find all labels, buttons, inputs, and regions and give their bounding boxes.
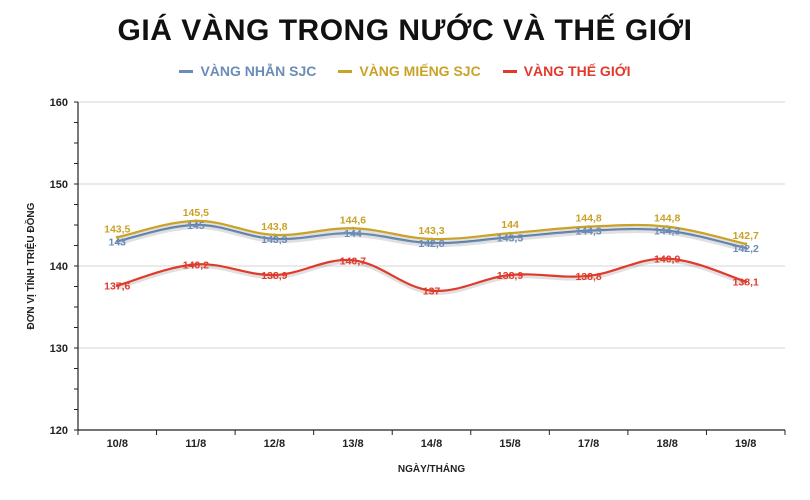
- data-label-vang-the-gioi: 138,1: [733, 277, 759, 289]
- x-tick-label-14-8: 14/8: [421, 438, 442, 450]
- data-label-vang-mieng-sjc: 143,3: [418, 225, 444, 237]
- data-label-vang-mieng-sjc: 145,5: [183, 207, 209, 219]
- data-label-vang-mieng-sjc: 143,8: [261, 221, 287, 233]
- series-shadow-vang-nhan-sjc: [116, 224, 747, 252]
- data-label-vang-nhan-sjc: 144,3: [654, 226, 680, 238]
- legend-swatch-vang-mieng-sjc: [338, 69, 353, 73]
- data-label-vang-nhan-sjc: 144,3: [575, 226, 601, 238]
- series-point-vang-mieng-sjc: [665, 225, 669, 229]
- x-tick-label-15-8: 15/8: [499, 438, 520, 450]
- y-tick-label-160: 160: [50, 97, 68, 109]
- data-label-vang-nhan-sjc: 142,8: [418, 238, 444, 250]
- x-axis-title: NGÀY/THÁNG: [398, 462, 465, 475]
- x-tick-label-18-8: 18/8: [656, 438, 677, 450]
- series-point-vang-mieng-sjc: [194, 219, 198, 223]
- series-point-vang-the-gioi: [665, 257, 669, 261]
- data-label-vang-mieng-sjc: 144,6: [340, 214, 366, 226]
- y-tick-label-140: 140: [50, 261, 68, 273]
- y-tick-label-150: 150: [50, 179, 68, 191]
- data-label-vang-nhan-sjc: 142,2: [733, 243, 759, 255]
- series-point-vang-mieng-sjc: [351, 226, 355, 230]
- series-point-vang-nhan-sjc: [508, 235, 512, 239]
- x-tick-label-10-8: 10/8: [107, 438, 128, 450]
- data-label-vang-the-gioi: 138,8: [575, 271, 601, 283]
- series-point-vang-the-gioi: [272, 273, 276, 277]
- series-point-vang-nhan-sjc: [115, 239, 119, 243]
- data-label-vang-the-gioi: 138,9: [261, 270, 287, 282]
- legend-label-vang-the-gioi: VÀNG THẾ GIỚI: [523, 63, 631, 79]
- data-label-vang-nhan-sjc: 143,5: [497, 232, 523, 244]
- series-point-vang-the-gioi: [115, 284, 119, 288]
- legend-item-vang-the-gioi: VÀNG THẾ GIỚI: [502, 63, 631, 79]
- series-layer: [115, 219, 748, 295]
- data-label-vang-the-gioi: 138,9: [497, 270, 523, 282]
- data-label-vang-nhan-sjc: 143,3: [261, 234, 287, 246]
- chart-title: GIÁ VÀNG TRONG NƯỚC VÀ THẾ GIỚI: [117, 14, 693, 47]
- series-point-vang-nhan-sjc: [587, 229, 591, 233]
- series-point-vang-the-gioi: [744, 280, 748, 284]
- series-point-vang-the-gioi: [587, 274, 591, 278]
- x-tick-label-13-8: 13/8: [342, 438, 363, 450]
- series-point-vang-nhan-sjc: [272, 237, 276, 241]
- data-label-vang-mieng-sjc: 144: [501, 219, 519, 231]
- data-label-vang-the-gioi: 140,7: [340, 255, 366, 267]
- series-point-vang-nhan-sjc: [744, 246, 748, 250]
- series-point-vang-nhan-sjc: [430, 241, 433, 245]
- series-point-vang-the-gioi: [430, 289, 433, 293]
- legend-swatch-vang-the-gioi: [502, 69, 517, 73]
- series-point-vang-the-gioi: [194, 262, 198, 266]
- data-label-vang-mieng-sjc: 144,8: [654, 213, 680, 225]
- x-tick-label-19-8: 19/8: [735, 438, 756, 450]
- data-label-vang-nhan-sjc: 145: [187, 220, 205, 232]
- legend-label-vang-mieng-sjc: VÀNG MIẾNG SJC: [359, 63, 481, 79]
- y-axis-title: ĐƠN VỊ TÍNH TRIỆU ĐỒNG: [24, 202, 37, 329]
- series-point-vang-mieng-sjc: [744, 242, 748, 246]
- series-point-vang-mieng-sjc: [430, 237, 433, 241]
- series-point-vang-mieng-sjc: [115, 235, 119, 239]
- series-point-vang-mieng-sjc: [508, 231, 512, 235]
- data-label-vang-the-gioi: 140,9: [654, 254, 680, 266]
- series-shadow-vang-mieng-sjc: [116, 220, 747, 248]
- data-label-vang-the-gioi: 140,2: [183, 259, 209, 271]
- data-label-vang-mieng-sjc: 144,8: [575, 213, 601, 225]
- x-tick-label-11-8: 11/8: [185, 438, 206, 450]
- legend: VÀNG NHẪN SJC VÀNG MIẾNG SJC VÀNG THẾ GI…: [0, 63, 810, 79]
- axis-layer: 120 130 140 150 160 10/8 11/8 12/8 13/8 14/8 15/8 1…: [50, 97, 786, 450]
- legend-item-vang-mieng-sjc: VÀNG MIẾNG SJC: [338, 63, 481, 79]
- data-label-vang-mieng-sjc: 142,7: [733, 230, 759, 242]
- data-label-vang-nhan-sjc: 143: [109, 236, 127, 248]
- data-label-vang-mieng-sjc: 143,5: [104, 223, 130, 235]
- series-point-vang-the-gioi: [351, 258, 355, 262]
- legend-label-vang-nhan-sjc: VÀNG NHẪN SJC: [200, 63, 317, 79]
- y-tick-label-120: 120: [50, 425, 68, 437]
- y-tick-label-130: 130: [50, 343, 68, 355]
- series-point-vang-nhan-sjc: [351, 231, 355, 235]
- series-point-vang-nhan-sjc: [194, 223, 198, 227]
- data-label-vang-nhan-sjc: 144: [344, 228, 362, 240]
- data-label-vang-the-gioi: 137,6: [104, 281, 130, 293]
- series-point-vang-mieng-sjc: [587, 225, 591, 229]
- series-shadow-vang-the-gioi: [116, 258, 747, 295]
- series-point-vang-mieng-sjc: [272, 233, 276, 237]
- x-tick-label-12-8: 12/8: [264, 438, 285, 450]
- legend-swatch-vang-nhan-sjc: [179, 69, 194, 73]
- data-label-vang-the-gioi: 137: [423, 286, 441, 298]
- series-point-vang-nhan-sjc: [665, 229, 669, 233]
- series-point-vang-the-gioi: [508, 273, 512, 277]
- legend-item-vang-nhan-sjc: VÀNG NHẪN SJC: [179, 63, 316, 79]
- x-tick-label-17-8: 17/8: [578, 438, 599, 450]
